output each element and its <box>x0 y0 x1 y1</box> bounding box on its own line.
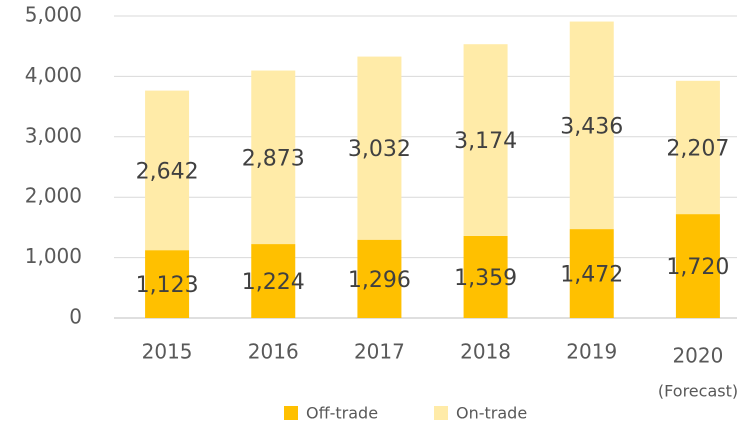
data-label: 1,296 <box>348 268 411 293</box>
bar-segment <box>251 244 296 318</box>
bar-segment <box>675 80 720 215</box>
data-label: 1,720 <box>666 255 729 280</box>
x-tick-label: 2015 <box>142 340 193 364</box>
bar-segment <box>145 90 190 251</box>
data-label: 2,207 <box>666 136 729 161</box>
bar-segment <box>145 250 190 318</box>
data-label: 1,123 <box>136 273 199 298</box>
data-label: 2,873 <box>242 146 305 171</box>
bar-segment <box>569 229 614 318</box>
y-tick-label: 0 <box>69 305 82 329</box>
y-tick-label: 3,000 <box>25 123 82 147</box>
y-tick-label: 5,000 <box>25 3 82 27</box>
x-tick-label: 2019 <box>566 340 617 364</box>
legend-swatch <box>434 406 448 420</box>
bar-segment <box>675 214 720 318</box>
bar-segment <box>251 70 296 245</box>
annotation: (Forecast) <box>658 382 738 401</box>
y-tick-label: 1,000 <box>25 244 82 268</box>
x-tick-label: 2018 <box>460 340 511 364</box>
bar-segment <box>357 56 402 240</box>
bar-segment <box>357 239 402 318</box>
bar-segment <box>463 235 508 318</box>
x-tick-label: 2016 <box>248 340 299 364</box>
legend-swatch <box>284 406 298 420</box>
data-label: 3,032 <box>348 137 411 162</box>
x-tick-label: 2017 <box>354 340 405 364</box>
y-tick-label: 2,000 <box>25 184 82 208</box>
data-label: 3,436 <box>560 114 623 139</box>
y-tick-label: 4,000 <box>25 63 82 87</box>
data-label: 3,174 <box>454 129 517 154</box>
x-tick-label: 2020 <box>672 344 723 368</box>
data-label: 1,224 <box>242 270 305 295</box>
bar-segment <box>569 21 614 230</box>
data-label: 2,642 <box>136 159 199 184</box>
legend-label: On-trade <box>456 404 527 423</box>
data-label: 1,359 <box>454 266 517 291</box>
bar-segment <box>463 44 508 236</box>
data-label: 1,472 <box>560 263 623 288</box>
legend-label: Off-trade <box>306 404 378 423</box>
